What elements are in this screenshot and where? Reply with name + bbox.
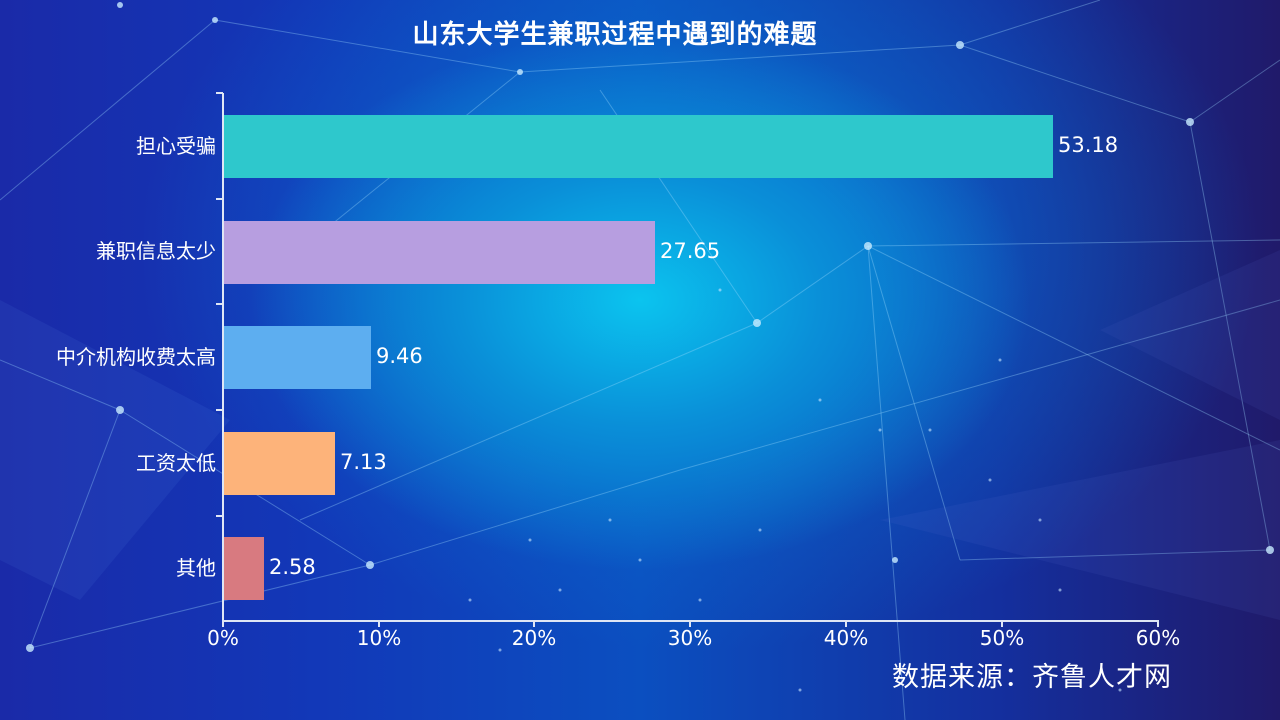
bar	[224, 326, 371, 389]
y-tick	[216, 303, 223, 305]
value-label: 2.58	[269, 555, 316, 579]
category-label: 中介机构收费太高	[56, 345, 216, 369]
bar	[224, 221, 655, 284]
bar	[224, 115, 1053, 178]
x-tick	[845, 621, 847, 627]
category-label: 其他	[176, 556, 216, 580]
category-label: 担心受骗	[136, 134, 216, 158]
x-tick-label: 20%	[511, 626, 557, 650]
y-tick	[216, 409, 223, 411]
data-source-note: 数据来源：齐鲁人才网	[892, 662, 1172, 693]
y-tick	[216, 515, 223, 517]
value-label: 9.46	[376, 344, 423, 368]
x-tick	[689, 621, 691, 627]
y-tick	[216, 198, 223, 200]
chart-title: 山东大学生兼职过程中遇到的难题	[412, 20, 818, 50]
category-label: 兼职信息太少	[96, 239, 216, 263]
value-label: 7.13	[340, 450, 387, 474]
category-label: 工资太低	[136, 451, 216, 475]
x-tick-label: 50%	[979, 626, 1025, 650]
x-tick	[533, 621, 535, 627]
x-tick-label: 60%	[1135, 626, 1181, 650]
x-tick	[222, 621, 224, 627]
x-tick	[378, 621, 380, 627]
x-tick-label: 40%	[823, 626, 869, 650]
x-tick	[1157, 621, 1159, 627]
y-tick	[216, 92, 223, 94]
x-tick-label: 10%	[356, 626, 402, 650]
x-tick	[1001, 621, 1003, 627]
x-tick-label: 0%	[207, 626, 239, 650]
value-label: 27.65	[660, 239, 721, 263]
x-tick-label: 30%	[667, 626, 713, 650]
y-axis-line	[222, 93, 224, 622]
bar	[224, 537, 264, 600]
value-label: 53.18	[1058, 133, 1119, 157]
bar	[224, 432, 335, 495]
